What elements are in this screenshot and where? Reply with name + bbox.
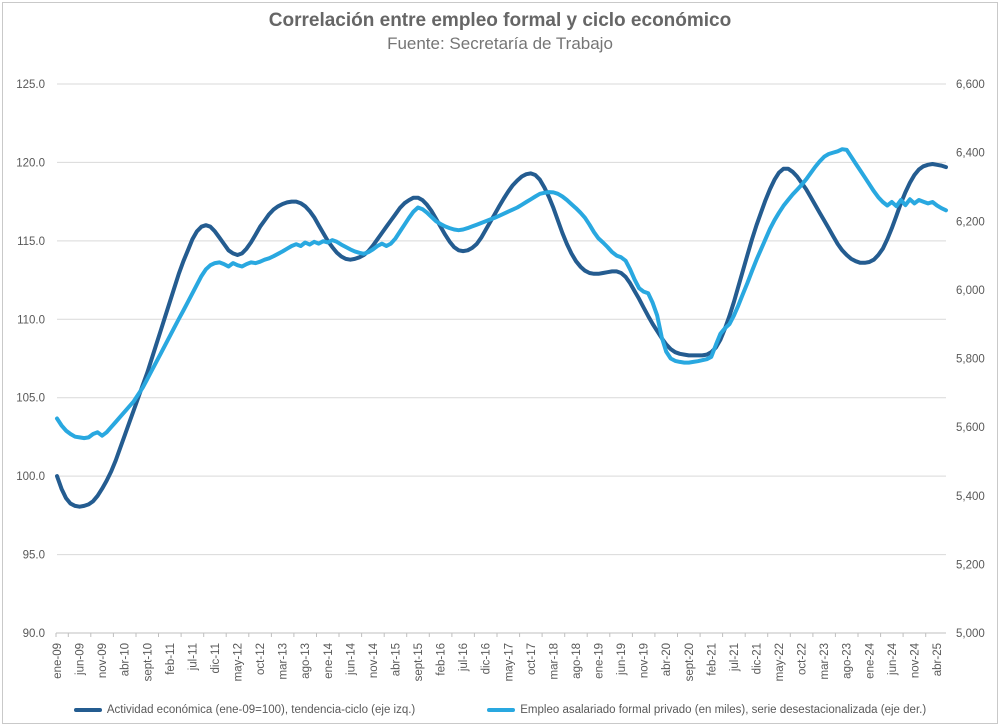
right-axis-tick-label: 5,800 <box>956 354 985 366</box>
right-axis-tick-label: 6,200 <box>956 216 985 228</box>
right-axis-tick-label: 6,600 <box>956 79 985 91</box>
legend-item-empleo: Empleo asalariado formal privado (en mil… <box>487 704 926 716</box>
x-axis-tick-label: feb-16 <box>436 643 448 676</box>
x-axis-tick-label: jun-09 <box>75 643 87 676</box>
x-axis-tick-label: ene-24 <box>864 642 876 678</box>
left-axis-tick-label: 95.0 <box>23 550 45 562</box>
chart-subtitle: Fuente: Secretaría de Trabajo <box>387 33 613 53</box>
chart-title: Correlación entre empleo formal y ciclo … <box>268 10 732 31</box>
right-axis-tick-label: 5,200 <box>956 559 985 571</box>
x-axis-tick-label: jul-11 <box>187 643 199 671</box>
right-axis-tick-label: 6,000 <box>956 285 985 297</box>
left-axis-tick-label: 105.0 <box>16 393 45 405</box>
x-axis-tick-label: oct-17 <box>526 643 538 675</box>
x-axis-tick-label: may-22 <box>774 643 786 681</box>
x-axis-tick-label: jun-19 <box>616 643 628 676</box>
left-axis-tick-label: 100.0 <box>16 471 45 483</box>
legend-swatch-actividad-line <box>73 708 102 712</box>
legend-swatch-empleo-line <box>487 708 516 712</box>
x-axis-tick-label: sept-15 <box>413 643 425 681</box>
x-axis-tick-label: oct-22 <box>797 643 809 675</box>
x-axis-tick-label: dic-21 <box>752 643 764 674</box>
right-axis-tick-label: 6,400 <box>956 148 985 160</box>
x-axis-tick-label: ago-18 <box>571 643 583 679</box>
x-axis-tick-label: feb-11 <box>165 643 177 675</box>
left-axis-tick-label: 120.0 <box>16 157 45 169</box>
x-axis-tick-label: jul-16 <box>458 643 470 672</box>
left-axis-tick-label: 110.0 <box>17 314 45 326</box>
x-axis-tick-label: nov-09 <box>97 643 109 678</box>
x-axis-tick-label: ene-19 <box>594 643 606 679</box>
x-axis-tick-label: oct-12 <box>255 643 267 675</box>
x-axis-tick-label: ene-09 <box>52 643 64 679</box>
x-axis-tick-label: may-17 <box>503 643 515 681</box>
x-axis-tick-label: nov-24 <box>909 642 921 678</box>
x-axis-tick-label: mar-13 <box>278 643 290 679</box>
x-axis-tick-label: abr-25 <box>932 643 944 676</box>
x-axis-tick-label: jun-24 <box>887 642 899 676</box>
left-axis-tick-label: 90.0 <box>23 628 45 640</box>
left-axis-tick-label: 115.0 <box>17 236 45 248</box>
x-axis-tick-label: nov-19 <box>639 643 651 678</box>
x-axis-tick-label: jul-21 <box>729 643 741 672</box>
x-axis-tick-label: abr-15 <box>391 643 403 676</box>
right-axis-tick-label: 5,600 <box>956 422 985 434</box>
x-axis-tick-label: mar-23 <box>819 643 831 679</box>
x-axis-tick-label: dic-16 <box>481 643 493 674</box>
legend-label-actividad: Actividad económica (ene-09=100), tenden… <box>106 704 416 716</box>
x-axis-tick-label: sept-10 <box>142 643 154 681</box>
left-axis-tick-label: 125.0 <box>16 79 45 91</box>
x-axis-tick-label: sept-20 <box>684 643 696 681</box>
x-axis-tick-label: dic-11 <box>210 643 222 673</box>
x-axis-tick-label: feb-21 <box>706 643 718 676</box>
series-line-empleo <box>55 147 948 441</box>
right-axis-tick-label: 5,000 <box>956 628 985 640</box>
right-axis-tick-label: 5,400 <box>956 491 985 503</box>
x-axis-tick-label: abr-10 <box>120 643 132 676</box>
series-line-actividad <box>55 162 948 509</box>
x-axis-tick-label: ene-14 <box>323 642 335 678</box>
x-axis-tick-label: mar-18 <box>548 643 560 679</box>
chart-header: Correlación entre empleo formal y ciclo … <box>0 9 1000 55</box>
x-axis-tick-label: ago-13 <box>300 643 312 679</box>
legend-item-actividad: Actividad económica (ene-09=100), tenden… <box>73 704 416 716</box>
x-axis-tick-label: ago-23 <box>842 643 854 679</box>
x-axis-tick-label: may-12 <box>233 643 245 681</box>
x-axis-tick-label: jun-14 <box>345 642 357 676</box>
legend-label-empleo: Empleo asalariado formal privado (en mil… <box>520 704 927 716</box>
x-axis-tick-label: abr-20 <box>661 643 673 676</box>
x-axis-tick-label: nov-14 <box>368 642 380 678</box>
chart-legend: Actividad económica (ene-09=100), tenden… <box>0 704 1000 716</box>
